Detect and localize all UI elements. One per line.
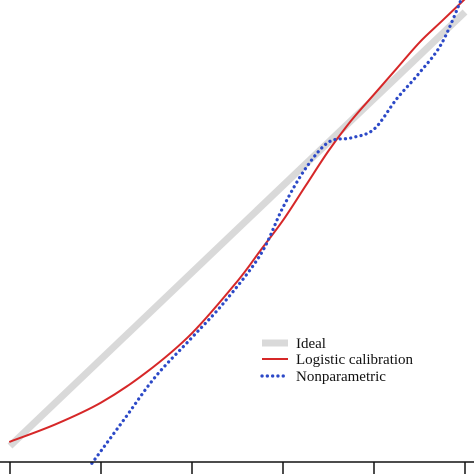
logistic-calibration-line [9, 0, 466, 443]
nonparametric-line [90, 0, 463, 465]
legend-nonparametric-label: Nonparametric [296, 369, 386, 385]
legend-ideal-label: Ideal [296, 336, 326, 352]
ideal-line [7, 9, 468, 449]
x-axis [0, 461, 474, 474]
legend-logistic-label: Logistic calibration [296, 352, 414, 368]
legend: Ideal Logistic calibration Nonparametric [260, 336, 414, 385]
plot-lines [7, 0, 468, 465]
